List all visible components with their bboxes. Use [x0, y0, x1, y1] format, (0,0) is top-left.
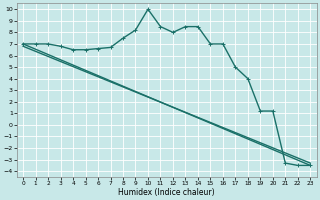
- X-axis label: Humidex (Indice chaleur): Humidex (Indice chaleur): [118, 188, 215, 197]
